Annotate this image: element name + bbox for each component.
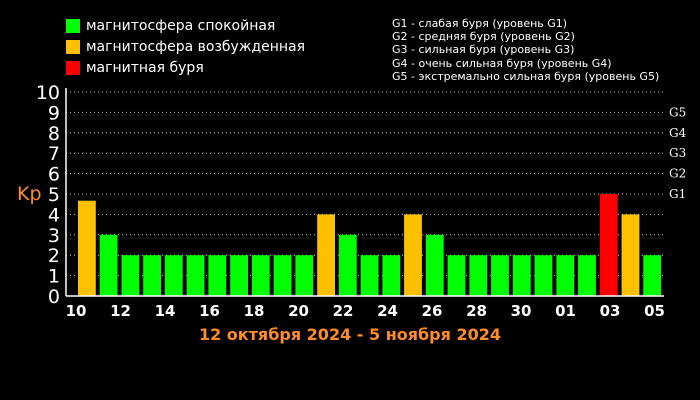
bar-13 xyxy=(360,255,379,296)
kp-legend: магнитосфера спокойная магнитосфера возб… xyxy=(66,16,305,79)
y-tick-label-4: 4 xyxy=(48,204,60,226)
legend-storm-label: магнитная буря xyxy=(86,60,204,76)
bar-11 xyxy=(317,214,335,296)
g-level-label-g3: G3 xyxy=(669,146,686,160)
y-tick-label-9: 9 xyxy=(48,102,60,124)
x-tick-label-11: 01 xyxy=(555,302,576,320)
storm-level-g1: G1 - слабая буря (уровень G1) xyxy=(392,17,568,30)
legend-storm: магнитная буря xyxy=(66,58,305,78)
g-level-label-g2: G2 xyxy=(669,167,686,181)
bar-5 xyxy=(186,255,205,296)
bar-17 xyxy=(447,255,466,296)
legend-active: магнитосфера возбужденная xyxy=(66,37,305,57)
y-tick-label-1: 1 xyxy=(48,266,60,288)
storm-level-g3: G3 - сильная буря (уровень G3) xyxy=(392,43,575,57)
y-tick-label-10: 10 xyxy=(36,82,60,104)
x-tick-label-9: 28 xyxy=(466,302,487,320)
bar-19 xyxy=(491,255,509,296)
bar-12 xyxy=(338,234,357,296)
bar-22 xyxy=(556,255,575,296)
bar-20 xyxy=(512,255,531,296)
y-tick-label-5: 5 xyxy=(48,184,60,206)
y-tick-label-2: 2 xyxy=(48,245,60,267)
x-tick-label-12: 03 xyxy=(600,302,621,320)
bar-21 xyxy=(534,255,553,296)
x-tick-label-8: 26 xyxy=(422,302,443,320)
x-axis-title: 12 октября 2024 - 5 ноября 2024 xyxy=(199,325,501,344)
storm-level-g4: G4 - очень сильная буря (уровень G4) xyxy=(392,56,612,70)
bar-24 xyxy=(599,194,618,296)
storm-level-g5: G5 - экстремально сильная буря (уровень … xyxy=(392,69,660,83)
storm-level-legend: G1 - слабая буря (уровень G1) G2 - средн… xyxy=(392,17,659,83)
bar-10 xyxy=(295,255,314,296)
bar-25 xyxy=(621,214,640,296)
bar-18 xyxy=(469,255,488,296)
x-tick-label-7: 24 xyxy=(377,302,398,320)
bar-15 xyxy=(404,214,422,296)
bar-7 xyxy=(230,255,248,296)
x-tick-label-6: 22 xyxy=(333,302,354,320)
y-tick-label-7: 7 xyxy=(48,143,60,165)
x-tick-label-13: 05 xyxy=(644,302,665,320)
bar-4 xyxy=(164,255,183,296)
bar-3 xyxy=(143,255,161,296)
g-level-label-g1: G1 xyxy=(669,187,686,201)
bar-2 xyxy=(121,255,140,296)
g-level-label-g5: G5 xyxy=(669,105,686,119)
bar-14 xyxy=(382,255,401,296)
y-tick-label-6: 6 xyxy=(48,164,60,186)
legend-quiet-label: магнитосфера спокойная xyxy=(86,18,276,34)
x-tick-label-1: 12 xyxy=(110,302,131,320)
x-tick-label-4: 18 xyxy=(244,302,265,320)
bar-9 xyxy=(273,255,292,296)
y-tick-label-0: 0 xyxy=(48,286,60,308)
y-tick-label-8: 8 xyxy=(48,123,60,145)
legend-storm-swatch xyxy=(66,61,80,75)
x-tick-label-0: 10 xyxy=(66,302,87,320)
x-tick-label-5: 20 xyxy=(288,302,309,320)
x-tick-label-10: 30 xyxy=(511,302,532,320)
bar-0 xyxy=(78,200,96,296)
x-tick-label-2: 14 xyxy=(155,302,176,320)
x-tick-label-3: 16 xyxy=(199,302,220,320)
legend-active-swatch xyxy=(66,40,80,54)
bar-8 xyxy=(251,255,270,296)
storm-level-g2: G2 - средняя буря (уровень G2) xyxy=(392,30,575,44)
legend-quiet: магнитосфера спокойная xyxy=(66,16,305,36)
bar-6 xyxy=(208,255,227,296)
g-level-label-g4: G4 xyxy=(669,126,687,140)
bar-23 xyxy=(578,255,596,296)
bar-16 xyxy=(425,234,444,296)
legend-quiet-swatch xyxy=(66,19,80,33)
legend-active-label: магнитосфера возбужденная xyxy=(86,39,306,55)
y-axis-title: Kp xyxy=(17,183,42,205)
bar-1 xyxy=(99,234,118,296)
bar-26 xyxy=(643,255,662,296)
y-tick-label-3: 3 xyxy=(48,225,60,247)
